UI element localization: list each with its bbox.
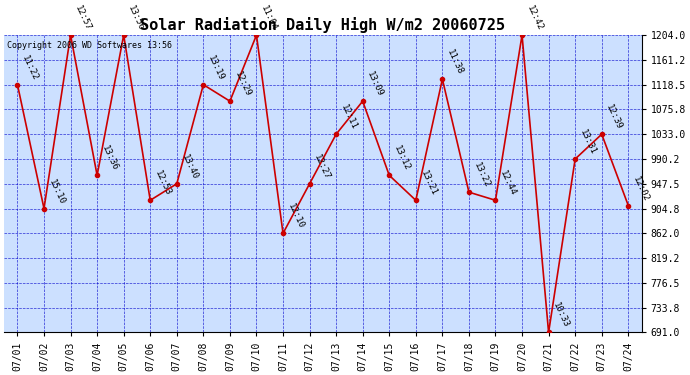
Title: Solar Radiation Daily High W/m2 20060725: Solar Radiation Daily High W/m2 20060725 — [140, 16, 505, 33]
Text: 12:02: 12:02 — [631, 175, 651, 203]
Text: 12:44: 12:44 — [498, 170, 518, 198]
Text: Copyright 2006 WD Softwares 13:56: Copyright 2006 WD Softwares 13:56 — [8, 41, 172, 50]
Text: 12:53: 12:53 — [153, 170, 172, 198]
Text: 15:10: 15:10 — [47, 178, 66, 206]
Text: 11:04: 11:04 — [259, 4, 279, 32]
Text: 12:29: 12:29 — [233, 70, 253, 98]
Text: 11:38: 11:38 — [445, 48, 464, 76]
Text: 12:42: 12:42 — [525, 4, 544, 32]
Text: 13:22: 13:22 — [472, 161, 491, 189]
Text: 12:10: 12:10 — [286, 202, 305, 231]
Text: 13:31: 13:31 — [578, 128, 598, 156]
Text: 13:40: 13:40 — [179, 153, 199, 181]
Text: 10:33: 10:33 — [551, 302, 571, 330]
Text: 13:19: 13:19 — [206, 54, 226, 82]
Text: 11:22: 11:22 — [20, 54, 40, 82]
Text: 12:11: 12:11 — [339, 103, 358, 131]
Text: 13:09: 13:09 — [366, 70, 385, 98]
Text: 13:36: 13:36 — [100, 144, 119, 172]
Text: 12:39: 12:39 — [604, 103, 624, 131]
Text: 13:21: 13:21 — [419, 170, 438, 198]
Text: 13:12: 13:12 — [392, 144, 411, 172]
Text: 13:56: 13:56 — [126, 4, 146, 32]
Text: 12:57: 12:57 — [73, 4, 93, 32]
Text: 12:27: 12:27 — [313, 153, 332, 181]
